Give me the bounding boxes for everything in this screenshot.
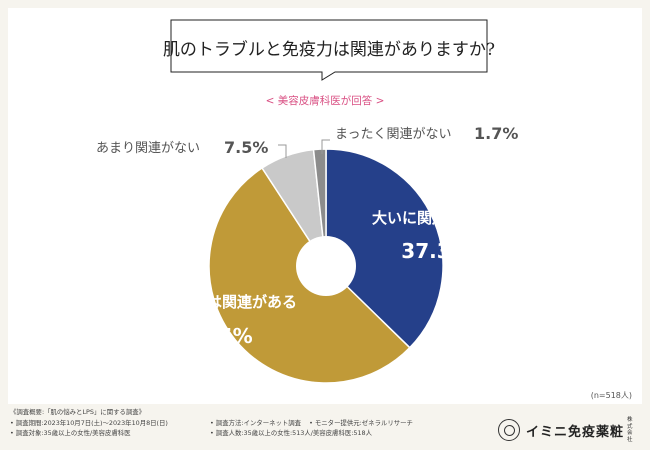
leader-line-not-at-all xyxy=(321,139,330,154)
slice-value-greatly: 37.3% xyxy=(401,239,470,263)
question-box xyxy=(170,19,488,81)
subtitle: < 美容皮膚科医が回答 > xyxy=(266,94,385,107)
survey-period-row: • 調査期間:2023年10月7日(土)〜2023年10月8日(日) • 調査方… xyxy=(10,418,480,429)
leader-line-rarely xyxy=(278,144,287,158)
slice-value-somewhat: 53.5% xyxy=(183,324,252,348)
donut-hole xyxy=(296,236,356,296)
survey-provider: • モニター提供元:ゼネラルリサーチ xyxy=(309,418,413,427)
slice-label-not-at-all: まったく関連がない xyxy=(335,127,451,142)
survey-target-row: • 調査対象:35歳以上の女性/美容皮膚科医 • 調査人数:35歳以上の女性:5… xyxy=(10,428,480,439)
survey-count: • 調査人数:35歳以上の女性:513人/美容皮膚科医:518人 xyxy=(210,429,372,437)
logo-name: イミニ免疫薬粧 xyxy=(526,424,625,440)
slice-value-rarely: 7.5% xyxy=(224,138,268,157)
survey-period: • 調査期間:2023年10月7日(土)〜2023年10月8日(日) xyxy=(10,418,168,427)
slice-value-not-at-all: 1.7% xyxy=(474,124,518,143)
slice-greatly xyxy=(325,148,444,349)
survey-method: • 調査方法:インターネット調査 xyxy=(210,418,302,427)
logo-mark-icon xyxy=(498,419,520,441)
survey-footer: 《調査概要:「肌の悩みとLPS」に関する調査》 • 調査期間:2023年10月7… xyxy=(10,407,480,439)
survey-method-provider: • 調査方法:インターネット調査 • モニター提供元:ゼネラルリサーチ xyxy=(210,418,413,429)
company-logo: イミニ免疫薬粧 株式会社 xyxy=(498,417,635,443)
survey-target: • 調査対象:35歳以上の女性/美容皮膚科医 xyxy=(10,429,131,437)
survey-title: 《調査概要:「肌の悩みとLPS」に関する調査》 xyxy=(10,408,146,416)
question-text: 肌のトラブルと免疫力は関連がありますか? xyxy=(163,39,495,60)
slice-label-somewhat: ある程度は関連がある xyxy=(147,293,297,311)
logo-kaisha: 株式会社 xyxy=(627,417,633,443)
sample-size: (n=518人) xyxy=(591,391,632,400)
slice-label-greatly: 大いに関連がある xyxy=(372,209,492,227)
slice-label-rarely: あまり関連がない xyxy=(96,141,200,156)
